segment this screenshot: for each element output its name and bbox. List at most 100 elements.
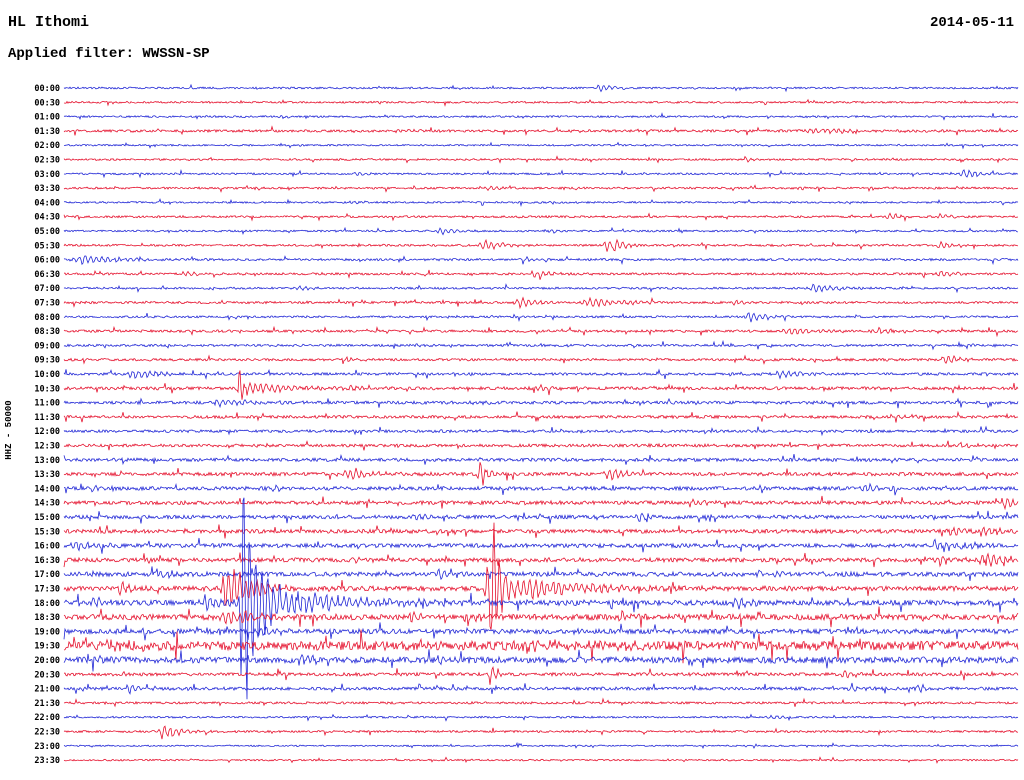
trace-18-30	[63, 606, 1019, 628]
trace-08-30	[63, 325, 1019, 338]
time-label-16-30: 16:30	[34, 556, 60, 566]
time-label-00-30: 00:30	[34, 98, 60, 108]
time-label-08-00: 08:00	[34, 313, 60, 323]
time-label-18-30: 18:30	[34, 613, 60, 623]
trace-04-30	[63, 212, 1019, 223]
time-label-08-30: 08:30	[34, 327, 60, 337]
trace-21-00	[63, 682, 1019, 695]
time-label-09-00: 09:00	[34, 341, 60, 351]
time-label-21-00: 21:00	[34, 685, 60, 695]
time-label-22-30: 22:30	[34, 728, 60, 738]
trace-23-30	[63, 756, 1019, 764]
time-label-02-00: 02:00	[34, 141, 60, 151]
time-label-13-00: 13:00	[34, 456, 60, 466]
time-label-23-00: 23:00	[34, 742, 60, 752]
time-label-17-00: 17:00	[34, 570, 60, 580]
station-name: HL Ithomi	[8, 14, 90, 31]
time-label-04-00: 04:00	[34, 198, 60, 208]
trace-01-00	[63, 112, 1019, 121]
trace-20-30	[63, 665, 1019, 685]
trace-15-30	[63, 524, 1019, 539]
time-label-20-00: 20:00	[34, 656, 60, 666]
trace-12-00	[63, 425, 1019, 437]
time-label-15-00: 15:00	[34, 513, 60, 523]
time-label-03-00: 03:00	[34, 170, 60, 180]
time-label-23-30: 23:30	[34, 756, 60, 766]
filter-label: Applied filter: WWSSN-SP	[8, 46, 210, 62]
trace-21-30	[63, 697, 1019, 708]
trace-22-30	[63, 725, 1019, 740]
time-label-05-30: 05:30	[34, 241, 60, 251]
trace-14-30	[63, 495, 1019, 511]
trace-10-00	[63, 368, 1019, 380]
time-label-06-00: 06:00	[34, 256, 60, 266]
trace-18-00	[63, 497, 1019, 700]
time-label-14-30: 14:30	[34, 499, 60, 509]
trace-16-00	[63, 537, 1019, 554]
time-label-13-30: 13:30	[34, 470, 60, 480]
time-label-16-00: 16:00	[34, 542, 60, 552]
trace-12-30	[63, 440, 1019, 451]
trace-11-00	[63, 397, 1019, 409]
trace-01-30	[63, 125, 1019, 137]
trace-00-30	[63, 98, 1019, 107]
trace-00-00	[63, 83, 1019, 93]
trace-22-00	[63, 713, 1019, 722]
time-label-03-30: 03:30	[34, 184, 60, 194]
time-label-02-30: 02:30	[34, 156, 60, 166]
trace-17-30	[63, 522, 1019, 630]
trace-02-00	[63, 141, 1019, 150]
time-label-17-30: 17:30	[34, 585, 60, 595]
trace-23-00	[63, 741, 1019, 750]
trace-05-30	[63, 238, 1019, 252]
trace-05-00	[63, 226, 1019, 236]
trace-09-30	[63, 354, 1019, 365]
time-label-01-00: 01:00	[34, 113, 60, 123]
trace-09-00	[63, 339, 1019, 351]
time-label-04-30: 04:30	[34, 213, 60, 223]
time-label-12-00: 12:00	[34, 427, 60, 437]
trace-10-30	[63, 370, 1019, 400]
trace-07-30	[63, 296, 1019, 310]
time-label-01-30: 01:30	[34, 127, 60, 137]
time-label-20-30: 20:30	[34, 670, 60, 680]
trace-02-30	[63, 155, 1019, 164]
trace-03-30	[63, 184, 1019, 193]
time-label-06-30: 06:30	[34, 270, 60, 280]
trace-08-00	[63, 312, 1019, 323]
time-label-11-30: 11:30	[34, 413, 60, 423]
trace-13-00	[63, 454, 1019, 466]
trace-06-30	[63, 269, 1019, 280]
time-label-00-00: 00:00	[34, 84, 60, 94]
time-label-19-00: 19:00	[34, 627, 60, 637]
time-label-14-00: 14:00	[34, 484, 60, 494]
trace-13-30	[63, 462, 1019, 486]
time-label-09-30: 09:30	[34, 356, 60, 366]
trace-11-30	[63, 410, 1019, 423]
time-label-12-30: 12:30	[34, 442, 60, 452]
trace-14-00	[64, 482, 1019, 496]
time-label-15-30: 15:30	[34, 527, 60, 537]
trace-03-00	[63, 168, 1019, 179]
trace-17-00	[63, 566, 1019, 581]
time-label-07-30: 07:30	[34, 299, 60, 309]
time-label-10-00: 10:00	[34, 370, 60, 380]
time-label-10-30: 10:30	[34, 384, 60, 394]
trace-06-00	[63, 255, 1019, 266]
time-label-07-00: 07:00	[34, 284, 60, 294]
trace-07-00	[63, 283, 1019, 294]
time-label-21-30: 21:30	[34, 699, 60, 709]
trace-04-00	[63, 198, 1019, 208]
trace-15-00	[63, 510, 1019, 524]
trace-19-30	[63, 629, 1019, 664]
time-label-22-00: 22:00	[34, 713, 60, 723]
date-label: 2014-05-11	[929, 15, 1014, 31]
time-label-05-00: 05:00	[34, 227, 60, 237]
trace-16-30	[63, 552, 1019, 568]
trace-19-00	[63, 622, 1019, 641]
time-label-18-00: 18:00	[34, 599, 60, 609]
time-label-11-00: 11:00	[34, 399, 60, 409]
trace-20-00	[63, 649, 1019, 672]
